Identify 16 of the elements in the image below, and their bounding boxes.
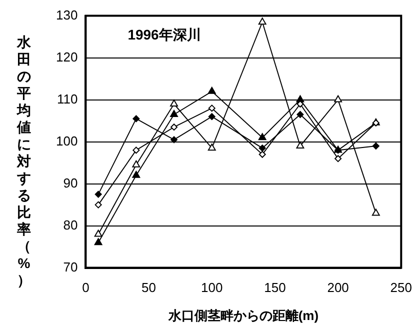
text: 水田の平均値に対する比率（%） xyxy=(17,34,31,288)
x-tick-label: 100 xyxy=(201,280,223,296)
x-tick-label: 200 xyxy=(327,280,349,296)
x-tick-label: 250 xyxy=(390,280,412,296)
y-tick-label: 90 xyxy=(63,175,78,190)
y-tick-label: 70 xyxy=(63,259,78,274)
y-tick-label: 130 xyxy=(56,7,78,22)
y-tick-label: 110 xyxy=(56,91,78,106)
y-tick-label: 80 xyxy=(63,217,78,232)
text: 1996年深川 xyxy=(128,26,201,43)
y-tick-label: 120 xyxy=(56,49,78,64)
x-tick-label: 0 xyxy=(82,280,90,296)
x-tick-label: 50 xyxy=(142,280,156,296)
y-tick-label: 100 xyxy=(56,133,78,148)
x-axis-title: 水口側茎畔からの距離(m) xyxy=(167,308,319,323)
x-tick-label: 150 xyxy=(264,280,286,296)
